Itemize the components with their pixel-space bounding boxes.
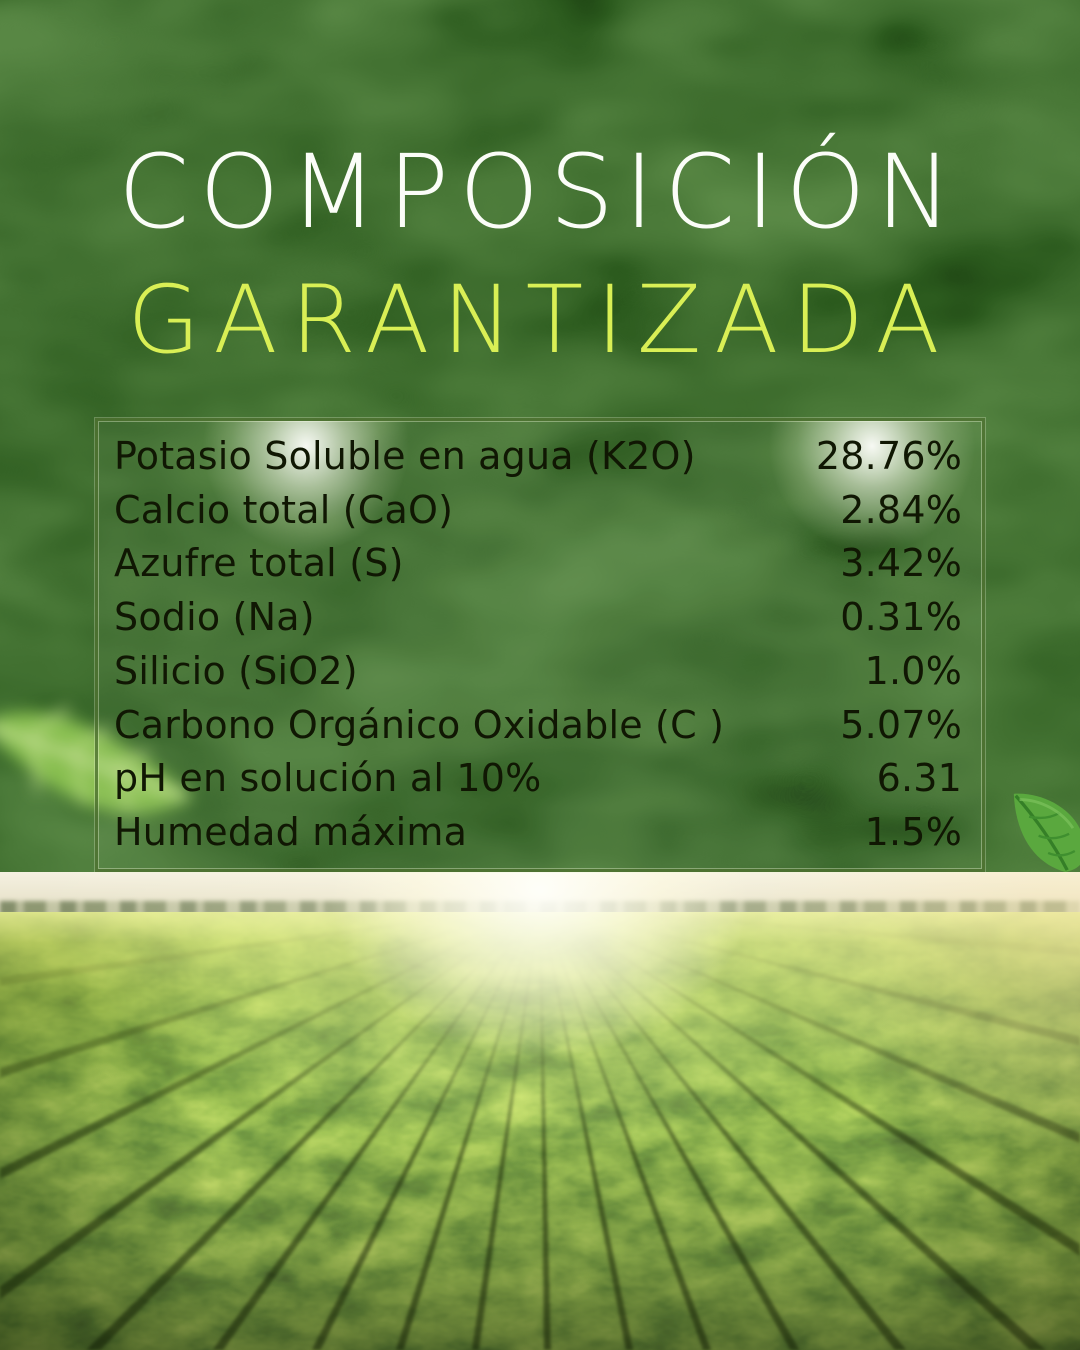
row-value: 28.76% (815, 433, 962, 478)
row-label: Potasio Soluble en agua (K2O) (114, 433, 696, 478)
crop-field (0, 912, 1080, 1350)
table-row: pH en solución al 10% 6.31 (114, 756, 962, 800)
page-title: COMPOSICIÓN (117, 133, 963, 252)
row-value: 3.42% (840, 541, 962, 586)
table-row: Humedad máxima 1.5% (114, 810, 962, 854)
table-row: Sodio (Na) 0.31% (114, 595, 962, 639)
leaf-icon (0, 704, 194, 814)
row-value: 2.84% (840, 487, 962, 532)
composition-table: Potasio Soluble en agua (K2O) 28.76% Cal… (95, 418, 985, 872)
table-row: Silicio (SiO2) 1.0% (114, 649, 962, 693)
leaf-icon (1013, 793, 1080, 872)
row-label: Calcio total (CaO) (114, 487, 454, 532)
row-label: Azufre total (S) (114, 541, 404, 586)
row-value: 1.0% (864, 648, 962, 693)
row-label: pH en solución al 10% (114, 756, 542, 801)
field-photo (0, 872, 1080, 1350)
row-value: 5.07% (840, 702, 962, 747)
table-row: Azufre total (S) 3.42% (114, 541, 962, 585)
row-label: Humedad máxima (114, 810, 468, 855)
row-label: Sodio (Na) (114, 595, 315, 640)
row-value: 6.31 (876, 756, 962, 801)
row-value: 0.31% (840, 595, 962, 640)
crop-rows (0, 912, 1080, 1350)
page-subtitle: GARANTIZADA (127, 266, 953, 375)
row-value: 1.5% (864, 810, 962, 855)
row-label: Carbono Orgánico Oxidable (C ) (114, 702, 725, 747)
table-row: Carbono Orgánico Oxidable (C ) 5.07% (114, 703, 962, 747)
table-row: Potasio Soluble en agua (K2O) 28.76% (114, 434, 962, 478)
row-label: Silicio (SiO2) (114, 648, 358, 693)
table-row: Calcio total (CaO) 2.84% (114, 488, 962, 532)
